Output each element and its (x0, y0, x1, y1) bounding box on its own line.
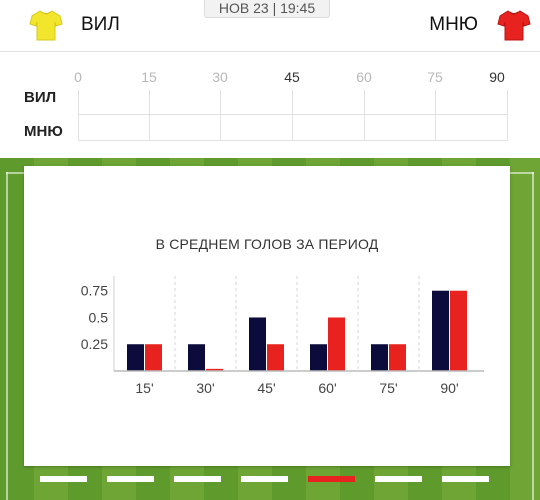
timeline-gridline (507, 90, 508, 140)
pager-dot[interactable] (107, 476, 154, 482)
match-header: НОВ 23 | 19:45 ВИЛ МНЮ (0, 0, 540, 52)
timeline-row-divider (78, 114, 508, 115)
timeline-tick: 30 (212, 69, 228, 85)
pager-dot-active[interactable] (308, 476, 355, 482)
chart-x-tick-label: 60' (318, 380, 336, 396)
home-team[interactable]: ВИЛ (28, 10, 120, 41)
pager-dot[interactable] (442, 476, 489, 482)
timeline-tick: 15 (141, 69, 157, 85)
timeline-gridline (149, 90, 150, 140)
pitch-sideline (532, 172, 534, 500)
chart-bar-home (127, 344, 144, 371)
chart-bar-away (267, 344, 284, 371)
timeline-tick: 45 (284, 69, 300, 85)
away-team-name: МНЮ (429, 14, 478, 35)
timeline-gridline (220, 90, 221, 140)
chart-bar-home (432, 290, 449, 371)
timeline-gridline (364, 90, 365, 140)
timeline-row-label-home: ВИЛ (24, 89, 57, 106)
timeline-gridline (292, 90, 293, 140)
chart-x-tick-label: 30' (196, 380, 214, 396)
pitch-pager (40, 476, 489, 482)
chart-bar-home (310, 344, 327, 371)
chart-x-tick-label: 45' (257, 380, 275, 396)
chart-bar-home (371, 344, 388, 371)
chart-x-tick-label: 75' (379, 380, 397, 396)
chart-bar-away (450, 290, 467, 371)
pager-dot[interactable] (40, 476, 87, 482)
chart-y-tick-label: 0.25 (81, 336, 108, 352)
goal-timeline: 0 15 30 45 60 75 90 ВИЛ МНЮ (0, 52, 540, 158)
yellow-shirt-icon (29, 10, 63, 41)
chart-x-tick-label: 90' (440, 380, 458, 396)
chart-bar-away (328, 317, 345, 371)
timeline-tick: 90 (489, 69, 505, 85)
chart-card: В СРЕДНЕМ ГОЛОВ ЗА ПЕРИОД 0.25 0.5 0.75 15'… (24, 166, 510, 466)
timeline-tick: 0 (74, 69, 82, 85)
chart-bar-away (389, 344, 406, 371)
timeline-tick: 75 (427, 69, 443, 85)
timeline-row-divider (78, 140, 508, 141)
chart-bar-away (145, 344, 162, 371)
match-datetime: НОВ 23 | 19:45 (204, 0, 330, 18)
red-shirt-icon (497, 10, 531, 41)
pager-dot[interactable] (241, 476, 288, 482)
chart-bar-home (249, 317, 266, 371)
pager-dot[interactable] (174, 476, 221, 482)
chart-y-tick-label: 0.75 (81, 283, 108, 299)
timeline-gridline (435, 90, 436, 140)
timeline-tick: 60 (356, 69, 372, 85)
pager-dot[interactable] (375, 476, 422, 482)
away-team[interactable]: МНЮ (429, 10, 532, 41)
goals-per-period-chart: 0.25 0.5 0.75 15' 30' 45' 60' 75' 90' (81, 276, 484, 396)
chart-bar-home (188, 344, 205, 371)
chart-y-tick-label: 0.5 (89, 309, 109, 325)
chart-x-tick-label: 15' (135, 380, 153, 396)
timeline-gridline (78, 90, 79, 140)
pitch-sideline (6, 172, 8, 500)
home-team-name: ВИЛ (81, 14, 120, 35)
timeline-row-label-away: МНЮ (24, 123, 63, 140)
chart-title: В СРЕДНЕМ ГОЛОВ ЗА ПЕРИОД (155, 236, 379, 252)
chart-bar-away (206, 368, 223, 371)
